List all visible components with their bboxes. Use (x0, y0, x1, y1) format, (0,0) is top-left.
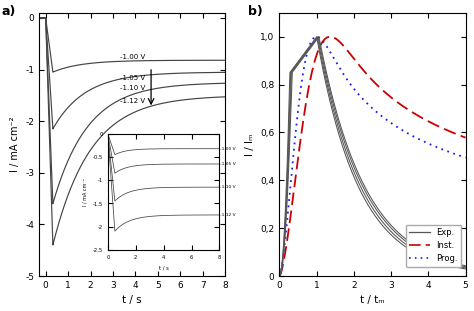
Text: -1.10 V: -1.10 V (119, 85, 145, 91)
Text: b): b) (248, 5, 263, 18)
Text: -1.00 V: -1.00 V (119, 54, 145, 60)
X-axis label: t / tₘ: t / tₘ (360, 295, 385, 305)
X-axis label: t / s: t / s (122, 295, 142, 305)
Text: a): a) (2, 5, 16, 18)
Y-axis label: I / mA cm⁻²: I / mA cm⁻² (9, 117, 19, 172)
Y-axis label: I / Iₘ: I / Iₘ (245, 133, 255, 156)
Legend: Exp., Inst., Prog.: Exp., Inst., Prog. (406, 225, 461, 267)
Text: -1.12 V: -1.12 V (119, 98, 145, 104)
Text: -1.05 V: -1.05 V (119, 75, 145, 81)
